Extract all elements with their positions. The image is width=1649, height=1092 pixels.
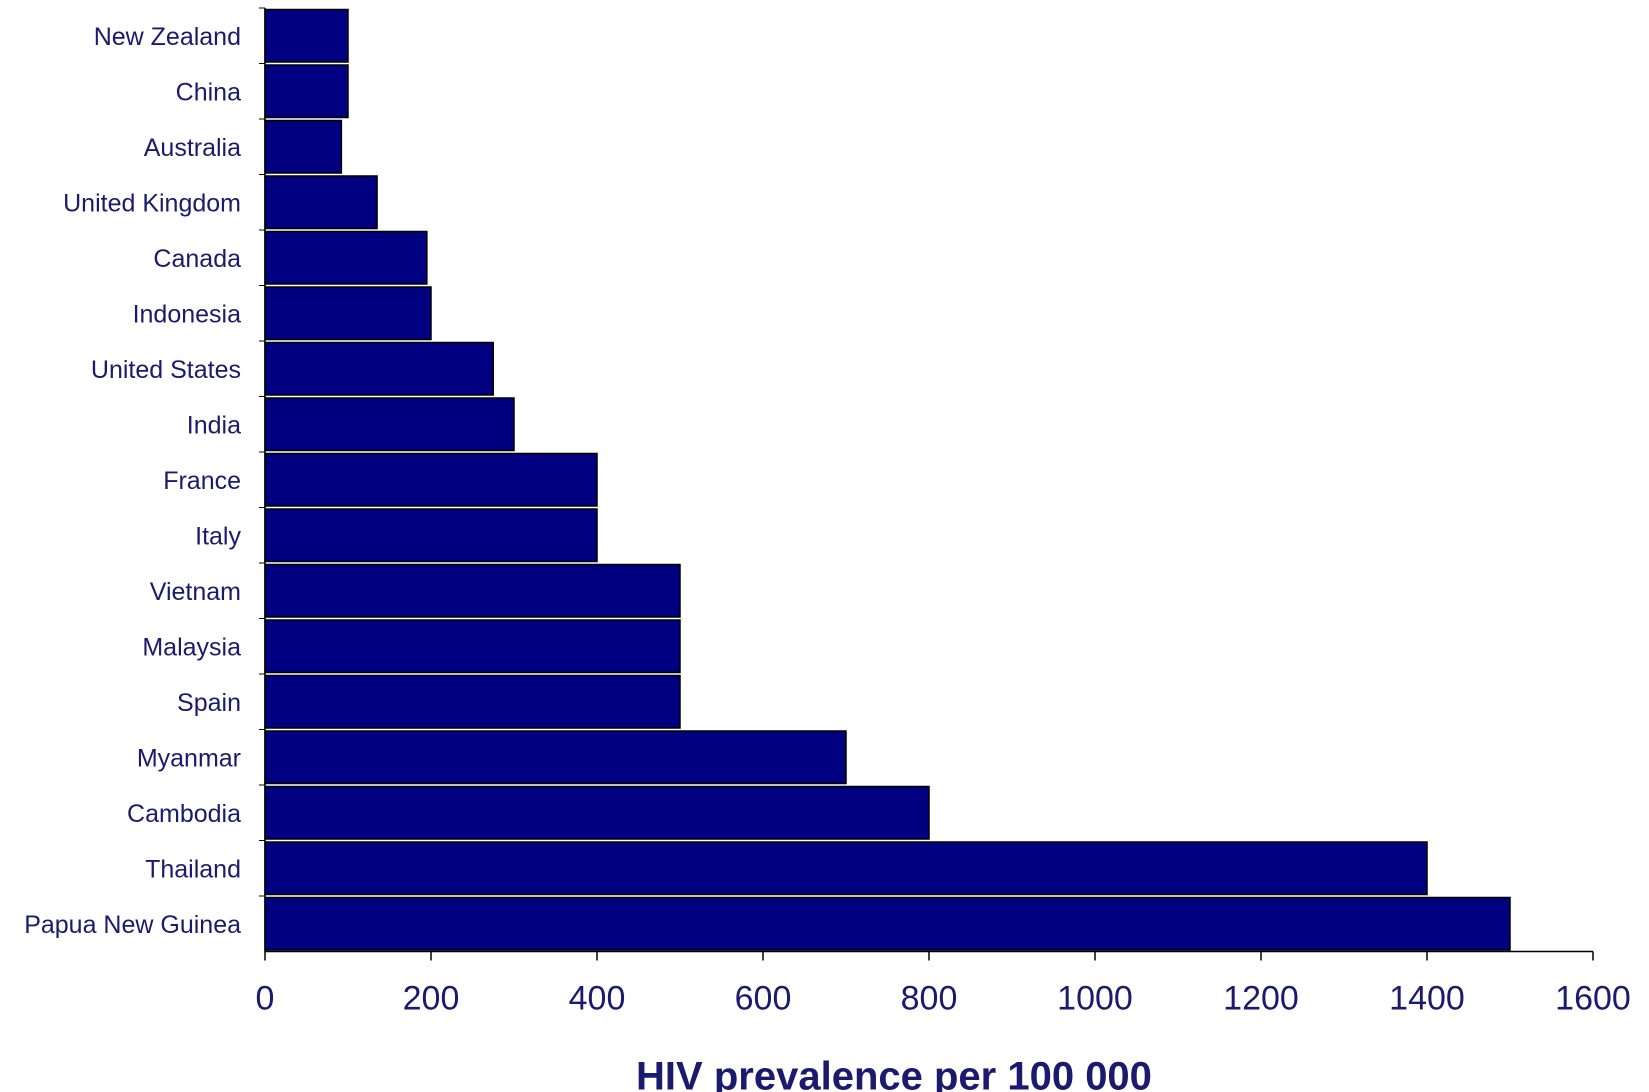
bar-france <box>264 452 598 507</box>
bar-india <box>264 397 515 452</box>
x-tick-label: 800 <box>901 980 958 1018</box>
category-label: Malaysia <box>142 633 241 661</box>
bar-myanmar <box>264 730 847 785</box>
category-label: Indonesia <box>133 300 242 328</box>
category-label: Italy <box>195 522 241 550</box>
category-label: India <box>187 411 241 439</box>
x-axis-title: HIV prevalence per 100 000 <box>636 1055 1152 1092</box>
category-labels: New Zealand China Australia United Kingdom C… <box>24 7 265 939</box>
category-label: France <box>163 467 241 495</box>
bar-papua-new-guinea <box>264 896 1511 951</box>
bar-new-zealand <box>264 8 349 63</box>
bar-united-states <box>264 341 494 396</box>
bar-australia <box>264 119 343 174</box>
x-tick-label: 400 <box>569 980 626 1018</box>
bar-thailand <box>264 841 1428 896</box>
x-tick-label: 1600 <box>1555 980 1631 1018</box>
category-label: Cambodia <box>127 800 241 828</box>
category-label: Spain <box>177 689 241 717</box>
bar-malaysia <box>264 619 681 674</box>
category-label: United Kingdom <box>63 189 241 217</box>
x-tick-label: 0 <box>256 980 275 1018</box>
bar-cambodia <box>264 785 930 840</box>
category-label: Myanmar <box>137 744 241 772</box>
category-label: United States <box>91 356 241 384</box>
x-tick-label: 1200 <box>1223 980 1299 1018</box>
x-tick-label: 600 <box>735 980 792 1018</box>
bar-canada <box>264 230 428 285</box>
category-label: New Zealand <box>94 23 241 51</box>
category-label: Canada <box>153 245 241 273</box>
bar-italy <box>264 508 598 563</box>
bar-china <box>264 64 349 119</box>
category-label: Vietnam <box>150 578 241 606</box>
category-label: Thailand <box>145 855 241 883</box>
bar-vietnam <box>264 563 681 618</box>
bars-layer <box>264 8 1511 951</box>
x-tick-label: 1400 <box>1389 980 1465 1018</box>
x-axis-ticks: 0 200 400 600 800 1000 1200 1400 1600 <box>256 951 1631 1018</box>
category-label: Papua New Guinea <box>24 911 241 939</box>
category-label: Australia <box>144 134 241 162</box>
bar-united-kingdom <box>264 175 378 230</box>
x-tick-label: 200 <box>403 980 460 1018</box>
bar-indonesia <box>264 286 432 341</box>
x-tick-label: 1000 <box>1057 980 1133 1018</box>
bar-spain <box>264 674 681 729</box>
category-label: China <box>176 78 241 106</box>
